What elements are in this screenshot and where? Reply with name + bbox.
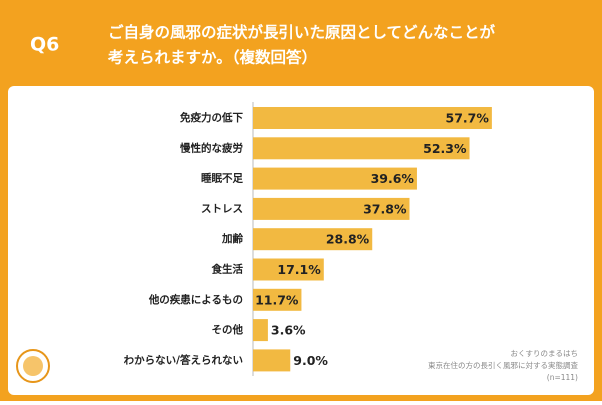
logo-face: [23, 356, 43, 376]
category-label: 慢性的な疲労: [180, 141, 243, 154]
value-label: 39.6%: [371, 171, 415, 186]
value-label: 28.8%: [326, 232, 370, 247]
category-label: その他: [212, 323, 244, 336]
bar: [253, 349, 291, 372]
value-label: 3.6%: [271, 323, 306, 338]
category-label: 他の疾患によるもの: [148, 293, 243, 306]
category-label: 免疫力の低下: [179, 111, 243, 124]
value-label: 17.1%: [277, 262, 321, 277]
value-label: 52.3%: [423, 141, 467, 156]
title-line: 考えられますか。（複数回答）: [107, 48, 317, 67]
bar: [253, 228, 373, 251]
category-label: ストレス: [201, 203, 243, 215]
category-label: 睡眠不足: [201, 172, 243, 185]
category-label: わからない/答えられない: [124, 353, 243, 366]
bar: [253, 137, 470, 160]
value-label: 11.7%: [255, 292, 299, 307]
bar: [253, 107, 492, 129]
source-note: 東京在住の方の長引く風邪に対する実態調査: [428, 360, 578, 370]
source-note: (n=111): [547, 373, 578, 382]
bar: [253, 167, 417, 190]
bar: [253, 197, 410, 220]
bar: [253, 319, 268, 342]
question-number: Q6: [30, 34, 59, 56]
bar: [253, 288, 302, 311]
title-line: ご自身の風邪の症状が長引いた原因としてどんなことが: [108, 23, 496, 42]
category-label: 加齢: [221, 232, 243, 245]
bar: [253, 258, 324, 281]
logo: [16, 349, 50, 383]
source-note: おくすりのまるはち: [511, 349, 579, 358]
category-label: 食生活: [211, 263, 244, 276]
value-label: 37.8%: [363, 201, 407, 216]
value-label: 9.0%: [293, 353, 328, 368]
value-label: 57.7%: [446, 111, 490, 126]
